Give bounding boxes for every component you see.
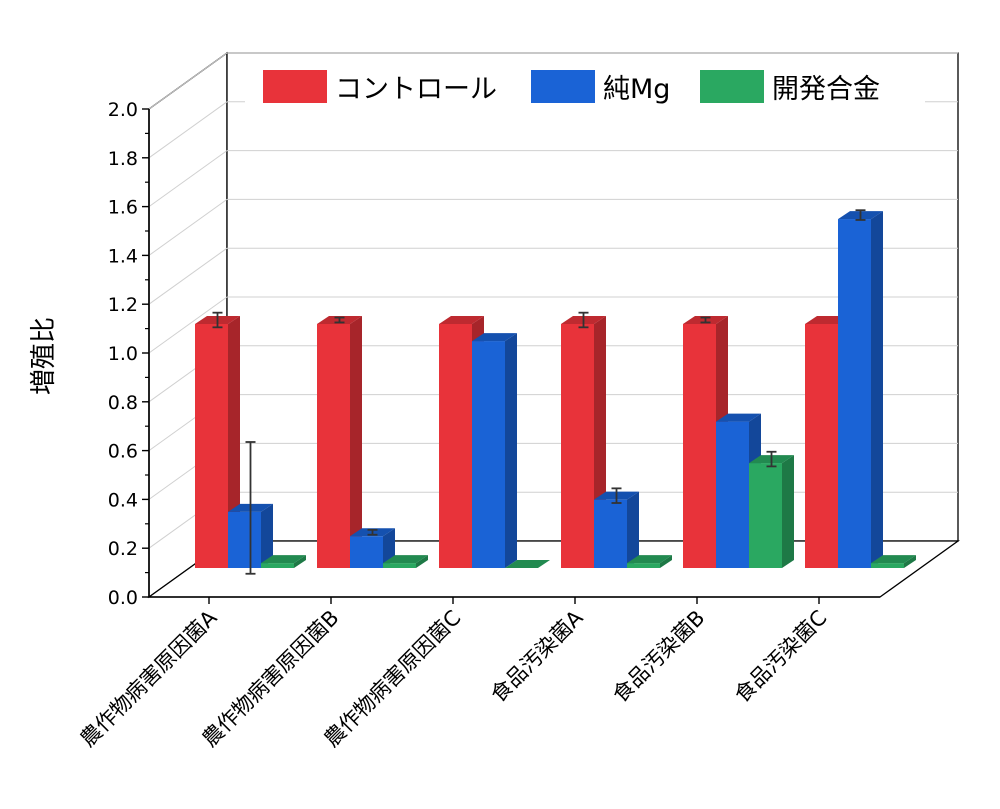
bar-side bbox=[416, 555, 428, 568]
bar bbox=[838, 209, 883, 568]
bar-side bbox=[782, 455, 794, 568]
bar-front bbox=[228, 511, 261, 568]
bar bbox=[350, 528, 395, 568]
x-tick-label: 食品汚染菌A bbox=[486, 605, 588, 707]
bar bbox=[871, 555, 916, 568]
y-tick-label: 0.2 bbox=[108, 538, 138, 560]
y-tick-label: 1.8 bbox=[108, 148, 138, 170]
bar-front bbox=[627, 563, 660, 568]
legend-label: コントロール bbox=[335, 74, 497, 105]
x-tick-label: 農作物病害原因菌B bbox=[198, 606, 344, 752]
gridline bbox=[148, 247, 228, 305]
bar-front bbox=[594, 499, 627, 568]
bar-top bbox=[871, 555, 916, 564]
y-axis-label: 増殖比 bbox=[29, 317, 59, 395]
bar-side bbox=[261, 503, 273, 568]
bar bbox=[195, 311, 240, 568]
bar-top bbox=[472, 333, 517, 342]
legend-label: 純Mg bbox=[603, 74, 670, 105]
bar-front bbox=[261, 563, 294, 568]
y-tick-label: 0.0 bbox=[108, 587, 138, 609]
bar bbox=[317, 316, 362, 568]
bar-top bbox=[505, 560, 550, 568]
bar bbox=[228, 441, 273, 575]
bar-front bbox=[749, 463, 782, 568]
legend-swatch bbox=[700, 70, 764, 103]
bar bbox=[472, 333, 517, 568]
bar-top bbox=[627, 555, 672, 564]
bar-side bbox=[871, 211, 883, 568]
y-tick-label: 1.6 bbox=[108, 197, 138, 219]
bar-front bbox=[439, 324, 472, 568]
bar bbox=[383, 555, 428, 568]
y-tick-label: 2.0 bbox=[108, 99, 138, 121]
legend-swatch bbox=[531, 70, 595, 103]
y-tick-label: 1.0 bbox=[108, 343, 138, 365]
bars bbox=[195, 209, 916, 575]
y-tick-label: 0.4 bbox=[108, 489, 138, 511]
gridline bbox=[148, 296, 228, 354]
bar bbox=[261, 555, 306, 568]
bar-side bbox=[627, 491, 639, 568]
bar-top bbox=[716, 413, 761, 422]
x-tick-label: 食品汚染菌C bbox=[730, 606, 832, 708]
x-tick-label: 農作物病害原因菌C bbox=[319, 606, 465, 752]
y-tick-label: 1.4 bbox=[108, 245, 138, 267]
bar-front bbox=[838, 219, 871, 568]
bar-top bbox=[439, 316, 484, 324]
bar bbox=[594, 487, 639, 568]
bar-front bbox=[561, 324, 594, 568]
bar-front bbox=[383, 563, 416, 568]
y-tick-label: 0.6 bbox=[108, 441, 138, 463]
gridline bbox=[148, 198, 228, 256]
gridline bbox=[148, 150, 228, 208]
bar-front bbox=[317, 324, 350, 568]
bar-side bbox=[660, 555, 672, 568]
gridline bbox=[148, 52, 228, 110]
legend: コントロール 純Mg 開発合金 bbox=[245, 63, 925, 113]
bar-front bbox=[871, 563, 904, 568]
y-axis: 0.0 0.2 0.4 0.6 0.8 1.0 1.2 1.4 1.6 1.8 2.0 bbox=[108, 99, 150, 609]
bar-front bbox=[805, 324, 838, 568]
gridline bbox=[148, 101, 228, 159]
bar-front bbox=[683, 324, 716, 568]
legend-swatch bbox=[263, 70, 327, 103]
y-tick-label: 0.8 bbox=[108, 392, 138, 414]
legend-label: 開発合金 bbox=[772, 74, 880, 105]
x-tick-label: 食品汚染菌B bbox=[608, 606, 709, 707]
bar-front bbox=[472, 341, 505, 568]
bar-side bbox=[505, 333, 517, 568]
bar-top bbox=[261, 555, 306, 564]
bar-front bbox=[716, 421, 749, 568]
x-tick-label: 農作物病害原因菌A bbox=[76, 605, 222, 751]
bar-side bbox=[904, 555, 916, 568]
bar-front bbox=[195, 324, 228, 568]
bar-side bbox=[228, 316, 240, 568]
bar bbox=[505, 560, 550, 568]
bar-front bbox=[350, 536, 383, 568]
bar-side bbox=[350, 316, 362, 568]
bar-side bbox=[294, 555, 306, 568]
bar bbox=[627, 555, 672, 568]
bar bbox=[749, 450, 794, 568]
bar-top bbox=[383, 555, 428, 564]
y-tick-label: 1.2 bbox=[108, 294, 138, 316]
